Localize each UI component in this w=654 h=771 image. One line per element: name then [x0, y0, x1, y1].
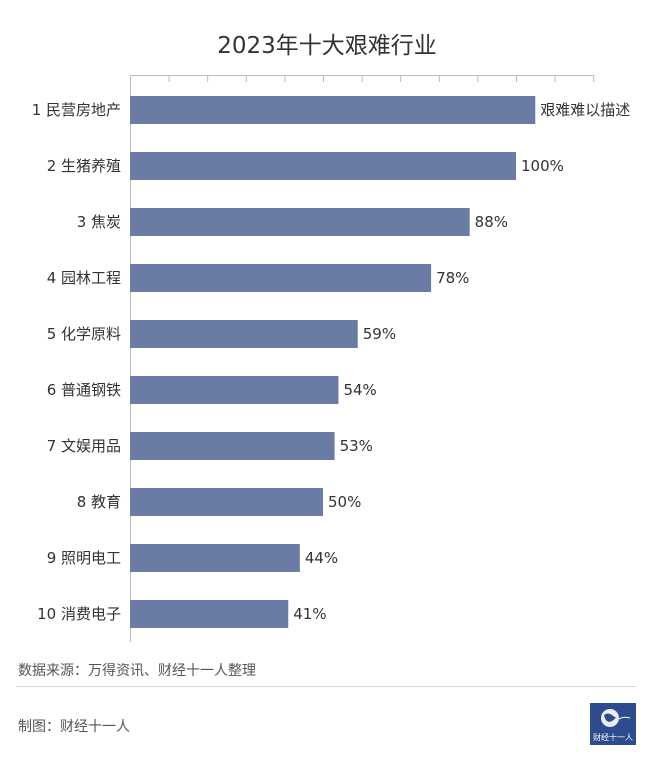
category-label: 2 生猪养殖: [47, 157, 121, 175]
globe-icon: [601, 709, 631, 727]
category-label: 4 园林工程: [47, 269, 121, 287]
category-label: 7 文娱用品: [47, 437, 121, 455]
bar: [130, 600, 289, 628]
bar-chart: 1 民营房地产 艰难难以描述 2 生猪养殖 100% 3 焦炭 88% 4 园林工程 78% 5…: [32, 75, 630, 642]
category-label: 6 普通钢铁: [47, 381, 121, 399]
bar: [130, 320, 358, 348]
divider: [16, 686, 636, 687]
data-label: 41%: [293, 605, 326, 623]
data-label: 44%: [305, 549, 338, 567]
category-label: 8 教育: [77, 493, 121, 511]
chart-title: 2023年十大艰难行业: [217, 33, 437, 59]
bar: [130, 432, 335, 460]
bar: [130, 96, 536, 124]
category-label: 1 民营房地产: [32, 101, 121, 119]
logo: 财经十一人: [590, 703, 636, 745]
bar: [130, 264, 432, 292]
chart-credit: 制图：财经十一人: [18, 719, 130, 735]
data-label: 59%: [363, 325, 396, 343]
data-label: 88%: [475, 213, 508, 231]
data-label: 53%: [340, 437, 373, 455]
bar: [130, 376, 339, 404]
logo-text: 财经十一人: [593, 733, 633, 742]
category-label: 5 化学原料: [47, 325, 121, 343]
data-label: 艰难难以描述: [540, 101, 630, 119]
bar: [130, 488, 323, 516]
data-label: 54%: [343, 381, 376, 399]
data-label: 78%: [436, 269, 469, 287]
data-source-note: 数据来源：万得资讯、财经十一人整理: [18, 663, 256, 679]
data-label: 50%: [328, 493, 361, 511]
data-label: 100%: [521, 157, 564, 175]
category-label: 3 焦炭: [77, 213, 121, 231]
bar: [130, 152, 516, 180]
bar: [130, 544, 300, 572]
category-label: 10 消费电子: [37, 605, 121, 623]
category-label: 9 照明电工: [47, 549, 121, 567]
bar: [130, 208, 470, 236]
